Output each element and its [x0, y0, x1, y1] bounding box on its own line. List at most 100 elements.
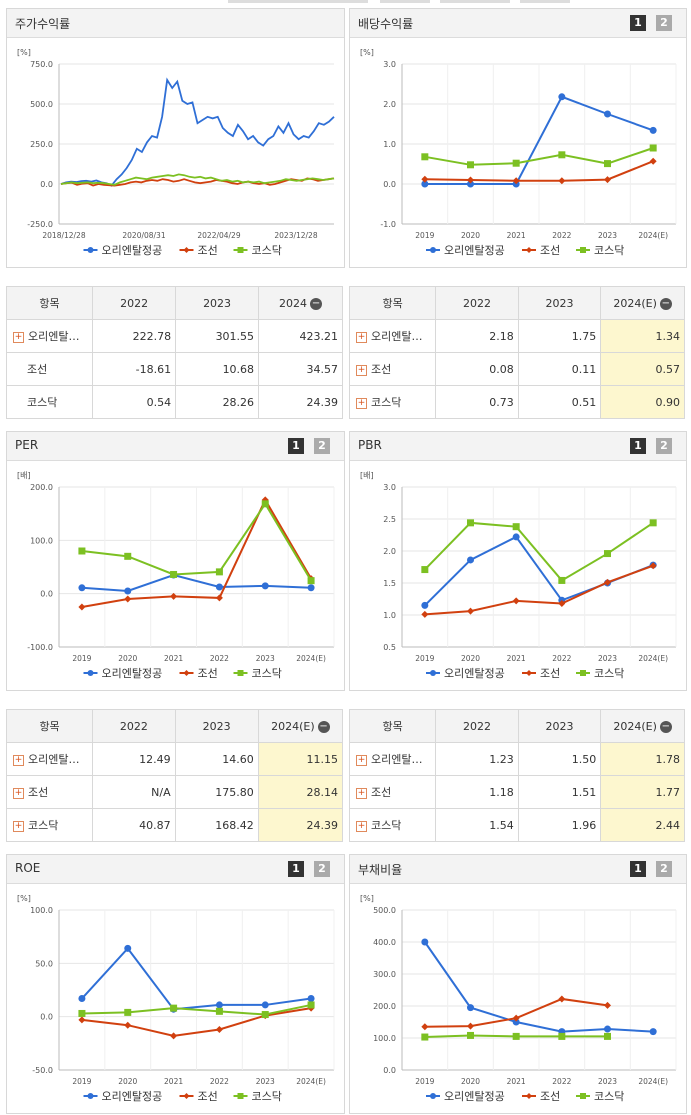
value-cell: 1.50: [517, 742, 602, 776]
data-point: [558, 576, 566, 584]
legend-marker: [237, 1093, 244, 1099]
chart-svg: [%] 750.0 500.0 250.0 0.0 -250.0 2018/12/28 202…: [17, 48, 335, 257]
unit-label: [%]: [17, 48, 31, 57]
y-tick-label: 3.0: [383, 483, 396, 492]
column-header: 항목: [348, 709, 437, 743]
legend-marker: [430, 670, 436, 676]
x-tick-label: 2022: [552, 1077, 571, 1086]
table-row: + 오리엔탈… 222.78 301.55 423.21: [5, 319, 343, 353]
panel-header: 부채비율 1 2: [350, 855, 686, 884]
legend-marker: [87, 247, 94, 253]
unit-label: [%]: [17, 894, 31, 903]
panel-header: 주가수익률: [7, 9, 344, 38]
data-point: [215, 568, 223, 576]
collapse-icon[interactable]: −: [317, 720, 330, 733]
page-1-button[interactable]: 1: [630, 861, 646, 877]
y-tick-label: 1.0: [383, 140, 396, 149]
data-point: [467, 176, 474, 184]
page-2-button[interactable]: 2: [656, 861, 672, 877]
value-cell: 1.51: [517, 775, 602, 809]
expand-icon[interactable]: +: [356, 754, 367, 766]
data-point: [467, 556, 474, 564]
column-header: 2022: [92, 709, 176, 743]
collapse-icon[interactable]: −: [659, 297, 672, 310]
y-tick-label: 750.0: [30, 60, 53, 69]
series-line: [424, 160, 654, 182]
data-point: [261, 1011, 269, 1019]
column-header-label: 2023: [545, 719, 574, 733]
y-tick-label: 0.5: [383, 643, 396, 652]
value-cell: 14.60: [174, 742, 259, 776]
column-header: 2023: [175, 286, 260, 320]
legend-marker: [237, 247, 244, 253]
data-point: [78, 547, 86, 555]
page-2-button[interactable]: 2: [656, 438, 672, 454]
table-header-row: 항목 2022 2023 2024−: [5, 286, 343, 320]
y-tick-label: 2.0: [383, 100, 396, 109]
data-point: [604, 550, 611, 558]
expand-icon[interactable]: +: [356, 364, 367, 376]
data-point: [421, 566, 429, 574]
expand-icon[interactable]: +: [13, 820, 24, 832]
row-name-cell: + 오리엔탈…: [5, 742, 94, 776]
expand-icon[interactable]: +: [13, 754, 24, 766]
x-tick-label: 2023: [598, 654, 617, 663]
data-point: [78, 995, 86, 1003]
value-cell: 34.57: [258, 352, 343, 386]
page-2-button[interactable]: 2: [314, 861, 330, 877]
row-name: 코스닥: [28, 819, 59, 832]
page-1-button[interactable]: 1: [288, 438, 304, 454]
panel-title: ROE: [15, 861, 41, 875]
x-tick-label: 2023/12/28: [274, 231, 317, 240]
page-2-button[interactable]: 2: [314, 438, 330, 454]
expand-icon[interactable]: +: [356, 397, 367, 409]
row-name-cell: + 코스닥: [348, 808, 437, 842]
panel-title: 배당수익률: [358, 17, 414, 31]
expand-icon[interactable]: +: [13, 331, 24, 343]
value-cell: 24.39: [257, 808, 344, 842]
data-point: [558, 93, 566, 101]
page-1-button[interactable]: 1: [630, 438, 646, 454]
x-tick-label: 2024(E): [296, 1077, 326, 1086]
page-1-button[interactable]: 1: [630, 15, 646, 31]
data-point: [558, 1032, 566, 1040]
legend-marker: [580, 1093, 586, 1099]
y-tick-label: 0.0: [383, 1066, 396, 1075]
expand-icon[interactable]: +: [356, 787, 367, 799]
data-table-3: 항목 2022 2023 2024(E) − + 오리엔탈… 1.23 1.50 1.78 + 조선 1…: [348, 709, 685, 842]
collapse-icon[interactable]: −: [659, 720, 672, 733]
data-point: [124, 944, 132, 952]
x-tick-label: 2019: [415, 1077, 434, 1086]
data-point: [215, 594, 223, 602]
column-header: 2023: [517, 709, 602, 743]
top-tab-strip: [520, 0, 570, 3]
data-point: [170, 570, 178, 578]
collapse-icon[interactable]: −: [310, 297, 323, 310]
column-header: 항목: [348, 286, 437, 320]
x-tick-label: 2024(E): [638, 654, 668, 663]
data-point: [649, 157, 657, 165]
column-header: 2022: [435, 286, 519, 320]
top-tab-strip: [228, 0, 368, 3]
legend-label: 코스닥: [594, 1090, 624, 1103]
data-point: [467, 161, 474, 169]
legend-label: 코스닥: [252, 1090, 282, 1103]
page-1-button[interactable]: 1: [288, 861, 304, 877]
panel-title: PER: [15, 438, 39, 452]
page-2-button[interactable]: 2: [656, 15, 672, 31]
value-cell: 0.90: [600, 385, 685, 419]
expand-icon[interactable]: +: [13, 787, 24, 799]
chart-panel-1: 배당수익률 1 2 [%] 3.0 2.0 1.0 0.0 -1.0 2019 2020 2021 20…: [349, 8, 687, 268]
expand-icon[interactable]: +: [356, 820, 367, 832]
value-cell: 1.96: [517, 808, 602, 842]
column-header-label: 2022: [119, 719, 148, 733]
value-cell: 28.14: [257, 775, 344, 809]
row-name: 오리엔탈…: [371, 753, 423, 766]
series-line: [424, 95, 654, 185]
series-line: [81, 946, 312, 1011]
expand-icon[interactable]: +: [356, 331, 367, 343]
table-row: + 오리엔탈… 12.49 14.60 11.15: [5, 742, 344, 776]
data-point: [604, 160, 611, 168]
legend-marker: [183, 1093, 190, 1099]
x-tick-label: 2024(E): [638, 231, 668, 240]
